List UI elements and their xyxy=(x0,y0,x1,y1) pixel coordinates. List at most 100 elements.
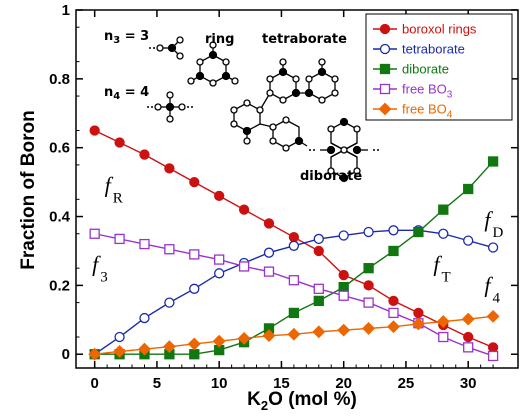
n4-annotation: n4 = 4 xyxy=(104,85,149,102)
data-point xyxy=(89,228,100,239)
data-point xyxy=(313,283,324,294)
data-point xyxy=(189,176,200,188)
data-point xyxy=(88,347,102,361)
data-point xyxy=(363,226,374,238)
legend-label-sub: 3 xyxy=(447,90,453,101)
curve-label-main: f xyxy=(92,252,101,277)
data-point xyxy=(287,327,301,341)
data-point xyxy=(337,323,351,337)
data-point xyxy=(288,240,300,251)
n3-label: n xyxy=(104,29,113,44)
data-point xyxy=(212,334,226,348)
x-tick-label: 25 xyxy=(398,375,415,392)
plot-frame xyxy=(75,9,519,369)
legend-label: boroxol rings xyxy=(402,22,477,37)
data-point xyxy=(362,321,376,335)
data-point xyxy=(411,317,425,331)
data-point xyxy=(238,204,250,215)
data-point xyxy=(114,137,125,148)
y-tick-label: 0.4 xyxy=(49,209,71,226)
y-axis-ticks: 0 0.2 0.4 0.6 0.8 1 xyxy=(49,2,518,363)
legend-item: free BO3 xyxy=(373,82,453,101)
data-point xyxy=(338,230,349,241)
data-point xyxy=(487,156,499,167)
data-point xyxy=(413,226,424,238)
data-point xyxy=(487,350,499,362)
y-tick-label: 0.2 xyxy=(49,277,70,294)
legend-label-main: free BO xyxy=(402,102,447,117)
data-point xyxy=(139,312,150,324)
data-point xyxy=(189,349,200,360)
series-4 xyxy=(88,309,500,361)
data-point xyxy=(338,290,349,301)
data-point xyxy=(487,342,499,353)
data-point xyxy=(263,218,275,229)
data-point xyxy=(214,190,225,202)
curve-label-sub: 4 xyxy=(493,290,501,306)
legend-label: tetraborate xyxy=(402,42,465,57)
legend-item: boroxol rings xyxy=(373,22,477,37)
bond-dots xyxy=(147,47,379,151)
curve-label: fT xyxy=(433,252,450,286)
data-point xyxy=(487,242,499,253)
x-tick-label: 20 xyxy=(335,375,352,392)
legend-items: boroxol rings tetraborate diborate free BO3… xyxy=(373,22,477,121)
x-tick-label: 0 xyxy=(91,375,99,392)
data-point xyxy=(113,345,126,358)
legend-marker xyxy=(378,102,392,116)
curve-label-main: f xyxy=(433,252,442,277)
data-point xyxy=(461,312,475,326)
data-point xyxy=(438,228,449,239)
data-point xyxy=(313,233,324,245)
n3-annotation: n3 = 3 xyxy=(104,29,149,46)
legend-label-sub: 4 xyxy=(447,110,453,121)
legend-item: free BO4 xyxy=(373,102,453,121)
data-point xyxy=(388,295,399,307)
legend-item: tetraborate xyxy=(373,42,465,57)
data-point xyxy=(263,266,275,277)
legend-label-main: tetraborate xyxy=(402,42,465,57)
boroxol-ring-icon xyxy=(187,41,239,87)
legend-marker xyxy=(379,83,391,95)
data-point xyxy=(164,244,175,255)
curve-label-sub: T xyxy=(441,270,450,286)
data-point xyxy=(139,149,150,160)
legend-item: diborate xyxy=(373,62,449,77)
data-point xyxy=(438,331,449,343)
data-point xyxy=(114,233,125,245)
data-point xyxy=(189,249,200,260)
x-tick-label: 5 xyxy=(153,375,161,392)
tetraborate-icon xyxy=(230,58,339,152)
legend-label-main: diborate xyxy=(402,62,449,77)
legend-label-main: boroxol rings xyxy=(402,22,477,37)
data-point xyxy=(138,342,151,356)
data-point xyxy=(438,204,449,215)
y-tick-label: 0 xyxy=(62,346,70,363)
data-point xyxy=(413,307,424,319)
tetrahedral-bo4-icon xyxy=(154,91,186,123)
data-point xyxy=(139,238,150,250)
data-point xyxy=(89,125,100,136)
data-point xyxy=(262,329,276,343)
ring-annotation: ring xyxy=(205,32,234,47)
data-point xyxy=(162,340,176,354)
n3-value: = 3 xyxy=(120,29,149,44)
data-point xyxy=(486,309,500,323)
y-tick-label: 0.6 xyxy=(49,140,70,157)
x-axis-title-main: K xyxy=(247,389,261,410)
data-point xyxy=(114,331,125,343)
diborate-annotation: diborate xyxy=(300,169,362,184)
legend-marker xyxy=(379,43,391,55)
data-point xyxy=(214,268,225,279)
series-0 xyxy=(89,125,499,353)
data-point xyxy=(288,275,300,286)
curve-label: f3 xyxy=(92,252,108,286)
legend-box xyxy=(365,13,513,121)
n4-value: = 4 xyxy=(120,85,149,100)
data-point xyxy=(363,263,374,274)
curve-label: f4 xyxy=(484,272,500,306)
data-point xyxy=(313,245,324,257)
data-point xyxy=(338,281,349,293)
legend-label-main: free BO xyxy=(402,82,447,97)
